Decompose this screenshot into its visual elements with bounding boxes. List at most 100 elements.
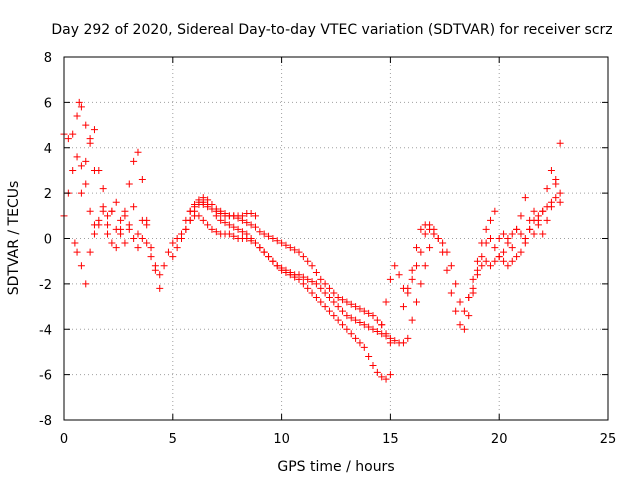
data-point: [391, 337, 399, 345]
data-point: [95, 166, 103, 174]
data-point: [330, 298, 338, 306]
data-point: [256, 244, 264, 252]
data-point: [312, 293, 320, 301]
data-point: [225, 221, 233, 229]
data-point: [356, 318, 364, 326]
data-point: [343, 298, 351, 306]
axis-ticks: [63, 56, 609, 421]
data-point: [304, 284, 312, 292]
data-point: [317, 298, 325, 306]
data-point: [513, 225, 521, 233]
data-point: [378, 321, 386, 329]
grid-lines: [64, 57, 608, 420]
data-point: [521, 194, 529, 202]
data-point: [517, 248, 525, 256]
satellite-track-12: [495, 166, 564, 252]
data-point: [260, 230, 268, 238]
data-point: [269, 235, 277, 242]
x-tick-labels: 0 5 10 15 20 25: [60, 432, 616, 447]
data-point: [443, 248, 451, 256]
y-tick-label: 6: [44, 96, 52, 111]
data-point: [408, 275, 416, 283]
data-point: [373, 368, 381, 376]
data-point: [186, 207, 194, 215]
data-point: [134, 230, 142, 238]
data-point: [426, 225, 434, 233]
data-point: [208, 200, 216, 208]
data-point: [77, 262, 85, 270]
data-point: [404, 284, 412, 292]
satellite-track-3: [71, 207, 164, 292]
data-point: [325, 293, 333, 301]
data-point: [452, 280, 460, 288]
data-point: [334, 303, 342, 311]
data-point: [413, 262, 421, 270]
data-point: [482, 257, 490, 265]
data-point: [243, 230, 251, 238]
data-point: [243, 219, 251, 227]
data-point: [86, 207, 94, 215]
data-marks: [60, 98, 564, 383]
data-point: [413, 298, 421, 306]
data-point: [339, 321, 347, 329]
data-point: [251, 212, 259, 220]
data-point: [69, 130, 77, 138]
data-point: [447, 289, 455, 297]
data-point: [417, 225, 425, 233]
data-point: [330, 312, 338, 320]
satellite-track-1: [60, 148, 151, 233]
data-point: [360, 321, 368, 329]
data-point: [334, 293, 342, 301]
y-tick-labels: -8 -6 -4 -2 0 2 4 6 8: [39, 51, 52, 429]
data-point: [286, 244, 294, 252]
data-point: [447, 262, 455, 270]
y-tick-label: -2: [39, 278, 52, 293]
data-point: [173, 244, 181, 252]
data-point: [217, 216, 225, 224]
data-point: [291, 246, 299, 254]
data-point: [221, 219, 229, 227]
data-point: [513, 253, 521, 261]
data-point: [482, 225, 490, 233]
y-tick-label: -8: [39, 414, 52, 429]
data-point: [269, 257, 277, 265]
data-point: [325, 284, 333, 292]
data-point: [317, 275, 325, 283]
x-tick-label: 15: [382, 432, 399, 447]
y-tick-label: 8: [44, 51, 52, 66]
data-point: [495, 235, 503, 242]
y-tick-label: -6: [39, 369, 52, 384]
data-point: [460, 325, 468, 333]
satellite-track-4: [77, 126, 142, 247]
data-point: [543, 185, 551, 193]
data-point: [125, 221, 133, 229]
data-point: [369, 325, 377, 333]
data-point: [278, 239, 286, 247]
data-point: [112, 198, 120, 206]
data-point: [134, 244, 142, 252]
data-point: [178, 235, 186, 242]
data-point: [369, 312, 377, 320]
data-point: [260, 248, 268, 256]
data-point: [347, 330, 355, 338]
data-point: [90, 230, 98, 238]
x-tick-label: 5: [169, 432, 177, 447]
data-point: [413, 244, 421, 252]
data-point: [295, 271, 303, 279]
data-point: [508, 244, 516, 252]
data-point: [82, 121, 90, 129]
data-point: [199, 216, 207, 224]
data-point: [265, 253, 273, 261]
data-point: [75, 98, 83, 106]
data-point: [395, 271, 403, 279]
data-point: [164, 248, 172, 256]
data-point: [421, 221, 429, 229]
data-point: [500, 257, 508, 265]
data-point: [486, 216, 494, 224]
data-point: [130, 235, 138, 242]
data-point: [321, 289, 329, 297]
data-point: [495, 253, 503, 261]
data-point: [408, 266, 416, 274]
data-point: [386, 275, 394, 283]
data-point: [343, 325, 351, 333]
